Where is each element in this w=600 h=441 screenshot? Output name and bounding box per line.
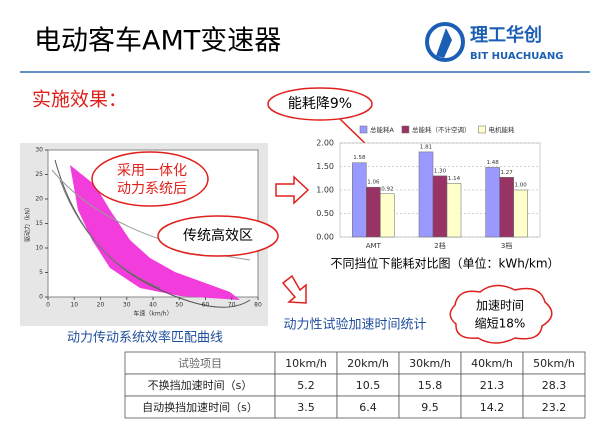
- y-tick-label: 0.50: [316, 209, 334, 218]
- table-cell: [522, 395, 586, 419]
- x-tick-label: 20: [97, 302, 105, 309]
- callout-bubble: [91, 151, 209, 207]
- section-label: 实施效果：: [32, 89, 127, 111]
- bar: [432, 175, 448, 238]
- value-label: 1.00: [515, 183, 528, 189]
- table: 试验项目 10km/h 20km/h 30km/h 40km/h 50km/h 不换挡加速时…: [124, 351, 586, 419]
- value-label: 1.30: [434, 168, 447, 174]
- logo-sub: BIT HUACHUANG: [470, 51, 563, 62]
- x-tick-label: 10: [70, 302, 78, 309]
- contour: [54, 159, 251, 308]
- y-tick-label: 1.00: [316, 186, 334, 195]
- callout-bubble: [157, 215, 279, 257]
- logo-ring: [425, 22, 465, 62]
- x-tick-label: 0: [46, 302, 50, 309]
- table-cell-text: 9.5: [421, 401, 439, 414]
- value-label: 1.48: [487, 160, 500, 166]
- annotation: 能耗降9%: [288, 96, 352, 112]
- callout-text: 传统高效区: [183, 227, 253, 244]
- logo-mark: [436, 28, 452, 58]
- bar: [380, 193, 395, 238]
- x-tick-label: 3档: [501, 241, 512, 250]
- y-tick-label: 0.00: [316, 233, 334, 242]
- x-tick-label: 70: [228, 302, 236, 309]
- value-label: 1.27: [501, 170, 514, 176]
- table-header: 试验项目: [178, 356, 222, 370]
- x-tick-label: AMT: [366, 242, 382, 250]
- bar: [418, 151, 434, 238]
- bar: [366, 186, 381, 238]
- map-caption: 动力传动系统效率匹配曲线: [67, 330, 223, 346]
- table-cell-text: 21.3: [480, 379, 505, 392]
- callout-bubble: [267, 87, 373, 121]
- table-header: 50km/h: [533, 357, 575, 370]
- efficiency-region: [70, 165, 240, 300]
- table-cell-text: 自动换挡加速时间（s）: [142, 400, 258, 414]
- table-cell-text: 5.2: [297, 379, 315, 392]
- chart-caption: 不同挡位下能耗对比图（单位：kWh/km）: [330, 256, 559, 271]
- table-header: 20km/h: [347, 357, 389, 370]
- x-tick-label: 50: [175, 302, 183, 309]
- y-tick-label: 0: [39, 294, 43, 301]
- cloud: [449, 284, 553, 344]
- x-axis-label: 车速（km/h）: [133, 310, 172, 318]
- x-tick-label: 40: [149, 302, 157, 309]
- table-header: 40km/h: [471, 357, 513, 370]
- cloud-text: 缩短18%: [475, 316, 526, 331]
- legend-swatch: [359, 125, 368, 134]
- logo-name: 理工华创: [470, 24, 542, 46]
- contour: [59, 179, 161, 289]
- arrow: [275, 175, 310, 205]
- y-axis-label: 驱动力（kN）: [24, 204, 32, 242]
- table-header: 10km/h: [285, 357, 327, 370]
- table-cell-text: 10.5: [356, 379, 381, 392]
- table-cell-text: 不换挡加速时间（s）: [148, 378, 253, 392]
- value-label: 0.92: [381, 186, 393, 192]
- x-tick-label: 2档: [434, 241, 445, 250]
- y-tick-label: 25: [35, 171, 43, 178]
- y-tick-label: 20: [35, 196, 43, 203]
- arrow: [281, 274, 307, 304]
- y-tick-label: 1.50: [316, 162, 334, 171]
- y-tick-label: 2.00: [316, 139, 334, 148]
- bar: [513, 189, 528, 238]
- legend-swatch: [478, 125, 486, 134]
- legend-swatch: [401, 125, 410, 134]
- legend-label: 电机能耗: [488, 125, 515, 134]
- table-cell-text: 23.2: [542, 401, 567, 414]
- table-cell-text: 28.3: [542, 379, 567, 392]
- logo: 理工华创 BIT HUACHUANG: [425, 22, 563, 62]
- bar-chart: 0.00 0.50 1.00 1.50 2.00 AMT 1.58 1.060.92 2档 1.8…: [316, 125, 541, 250]
- legend-label: 总能耗（不计空调）: [412, 125, 471, 134]
- table-cell-text: 15.8: [418, 379, 443, 392]
- slide-title: 电动客车AMT变速器: [34, 26, 281, 57]
- table-cell-text: 3.5: [297, 401, 315, 414]
- value-label: 1.58: [353, 155, 366, 161]
- y-tick-label: 5: [39, 269, 43, 276]
- arrow-label: 动力性试验加速时间统计: [283, 317, 426, 333]
- legend-label: 总能耗A: [370, 125, 395, 134]
- x-tick-label: 60: [202, 302, 210, 309]
- value-label: 1.06: [367, 180, 380, 186]
- callout-text: 采用一体化: [117, 163, 187, 179]
- y-tick-label: 30: [35, 147, 43, 154]
- x-tick-label: 80: [254, 302, 262, 309]
- table-header: 30km/h: [409, 357, 451, 370]
- table-cell-text: 14.2: [480, 401, 505, 414]
- y-tick-label: 10: [35, 245, 43, 252]
- bar: [352, 162, 367, 238]
- table-cell-text: 6.4: [359, 401, 377, 414]
- bar: [485, 167, 500, 238]
- callout-text: 动力系统后: [117, 181, 187, 197]
- bar: [446, 183, 462, 238]
- value-label: 1.14: [448, 176, 461, 182]
- cloud-text: 加速时间: [476, 299, 524, 313]
- value-label: 1.81: [420, 144, 432, 150]
- y-tick-label: 15: [35, 220, 43, 227]
- x-tick-label: 30: [123, 302, 131, 309]
- bar: [499, 177, 514, 238]
